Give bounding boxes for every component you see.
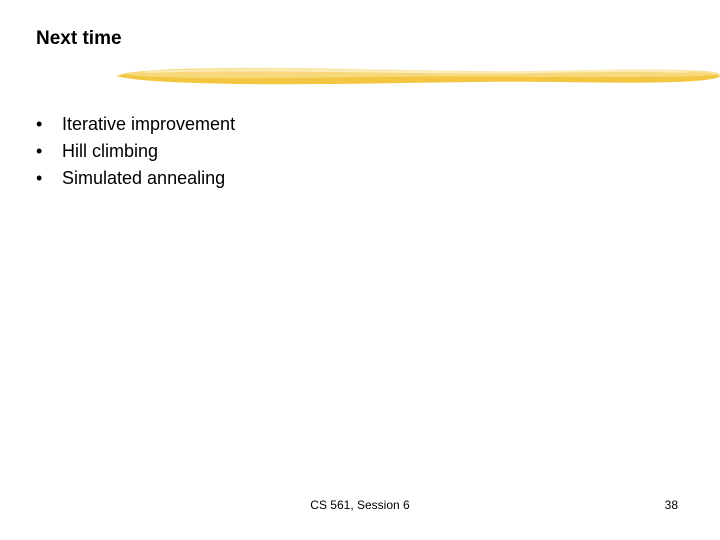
footer-page-number: 38 xyxy=(665,498,678,512)
bullet-icon: • xyxy=(36,139,62,164)
bullet-text: Simulated annealing xyxy=(62,166,225,191)
bullet-icon: • xyxy=(36,166,62,191)
bullet-list: • Iterative improvement • Hill climbing … xyxy=(36,112,235,194)
list-item: • Simulated annealing xyxy=(36,166,235,191)
bullet-icon: • xyxy=(36,112,62,137)
bullet-text: Iterative improvement xyxy=(62,112,235,137)
footer-center: CS 561, Session 6 xyxy=(0,498,720,512)
bullet-text: Hill climbing xyxy=(62,139,158,164)
list-item: • Hill climbing xyxy=(36,139,235,164)
list-item: • Iterative improvement xyxy=(36,112,235,137)
slide: Next time • Iterative improvement • Hill… xyxy=(0,0,720,540)
title-underline-stroke xyxy=(116,62,720,90)
slide-title: Next time xyxy=(36,28,122,50)
